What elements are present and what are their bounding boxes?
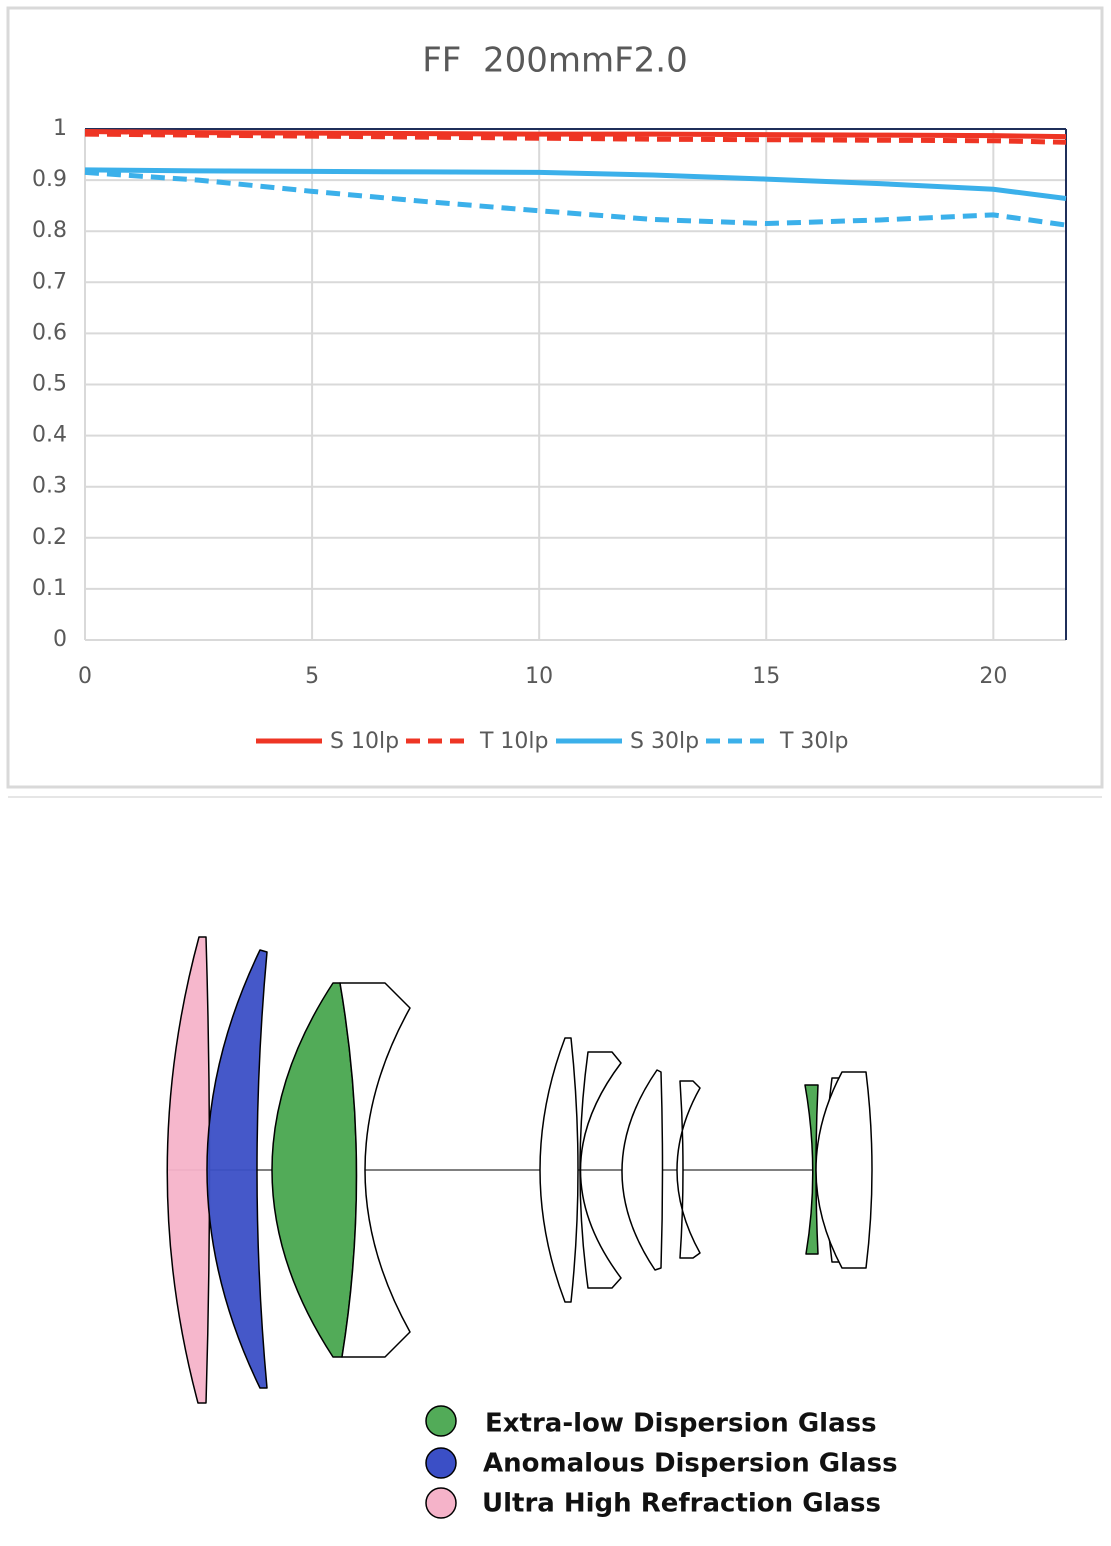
legend-swatch: [425, 1405, 457, 1437]
y-tick-label: 0.6: [32, 320, 67, 345]
y-tick-label: 0.3: [32, 474, 67, 499]
legend-swatch: [425, 1487, 457, 1519]
lens-element: [339, 982, 411, 1358]
y-tick-label: 0.5: [32, 372, 67, 397]
legend-label: T 10lp: [479, 729, 549, 754]
legend: S 10lp T 10lp S 30lp T 30lp: [256, 729, 849, 754]
lens-diagram: [166, 936, 873, 1404]
plot: 00.10.20.30.40.50.60.70.80.910 5 10 15 20: [32, 116, 1067, 689]
x-tick-label: 0: [78, 664, 92, 689]
lens-element: [804, 1084, 819, 1255]
x-tick-label: 15: [752, 664, 780, 689]
lens-element: [621, 1069, 664, 1271]
series-line: [84, 131, 1067, 145]
y-tick-label: 1: [53, 116, 67, 141]
chart-frame: [6, 6, 1104, 789]
y-tick-label: 0.2: [32, 525, 67, 550]
lens-element: [206, 949, 268, 1389]
lens-element: [579, 1051, 622, 1289]
legend-label: Anomalous Dispersion Glass: [483, 1449, 898, 1479]
y-tick-label: 0.8: [32, 218, 67, 243]
y-tick-label: 0: [53, 627, 67, 652]
chart-title: FF 200mmF2.0: [422, 41, 688, 81]
lens-legend: Extra-low Dispersion Glass Anomalous Dis…: [425, 1405, 898, 1519]
x-tick-label: 5: [305, 664, 319, 689]
y-tick-label: 0.1: [32, 576, 67, 601]
y-tick-label: 0.9: [32, 167, 67, 192]
lens-element: [676, 1080, 701, 1259]
lens-element: [539, 1037, 579, 1303]
legend-label: S 30lp: [630, 729, 699, 754]
lens-element: [166, 936, 211, 1404]
y-tick-label: 0.7: [32, 269, 67, 294]
lens-element: [271, 982, 358, 1358]
series-line: [84, 169, 1067, 228]
legend-label: T 30lp: [779, 729, 849, 754]
legend-label: Extra-low Dispersion Glass: [485, 1409, 877, 1439]
series-line: [84, 129, 1067, 140]
y-tick-label: 0.4: [32, 423, 67, 448]
x-tick-label: 20: [979, 664, 1007, 689]
series-line: [84, 167, 1067, 201]
legend-label: Ultra High Refraction Glass: [482, 1489, 881, 1519]
x-tick-label: 10: [525, 664, 553, 689]
legend-label: S 10lp: [330, 729, 399, 754]
lens-element: [815, 1071, 873, 1269]
legend-swatch: [425, 1447, 457, 1479]
